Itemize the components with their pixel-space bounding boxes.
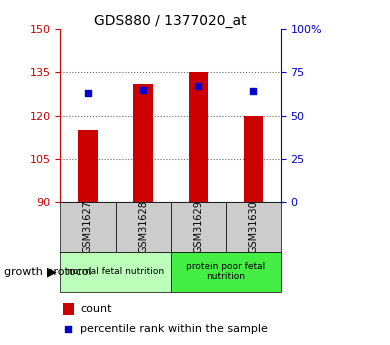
Text: growth protocol: growth protocol (4, 267, 92, 277)
Title: GDS880 / 1377020_at: GDS880 / 1377020_at (94, 14, 247, 28)
Text: GSM31628: GSM31628 (138, 200, 148, 253)
Point (195, 83, 201, 89)
Bar (60, 252, 171, 292)
Point (85, 90, 91, 96)
Text: count: count (80, 304, 112, 314)
Point (65, 326, 71, 332)
Text: GSM31629: GSM31629 (193, 200, 203, 253)
Bar (226, 202, 281, 252)
Bar (171, 202, 226, 252)
Bar (188, 72, 208, 202)
Text: percentile rank within the sample: percentile rank within the sample (80, 324, 268, 334)
Bar (115, 202, 171, 252)
Bar (63, 303, 74, 315)
Text: normal fetal nutrition: normal fetal nutrition (67, 267, 164, 276)
Bar (78, 130, 98, 202)
Point (140, 87, 146, 92)
Bar (171, 252, 281, 292)
Text: protein poor fetal
nutrition: protein poor fetal nutrition (186, 262, 265, 282)
Bar (133, 84, 153, 202)
Text: ▶: ▶ (47, 265, 57, 278)
Text: GSM31627: GSM31627 (83, 200, 93, 253)
Text: GSM31630: GSM31630 (248, 200, 258, 253)
Bar (244, 116, 263, 202)
Bar (60, 202, 115, 252)
Point (250, 89, 256, 94)
